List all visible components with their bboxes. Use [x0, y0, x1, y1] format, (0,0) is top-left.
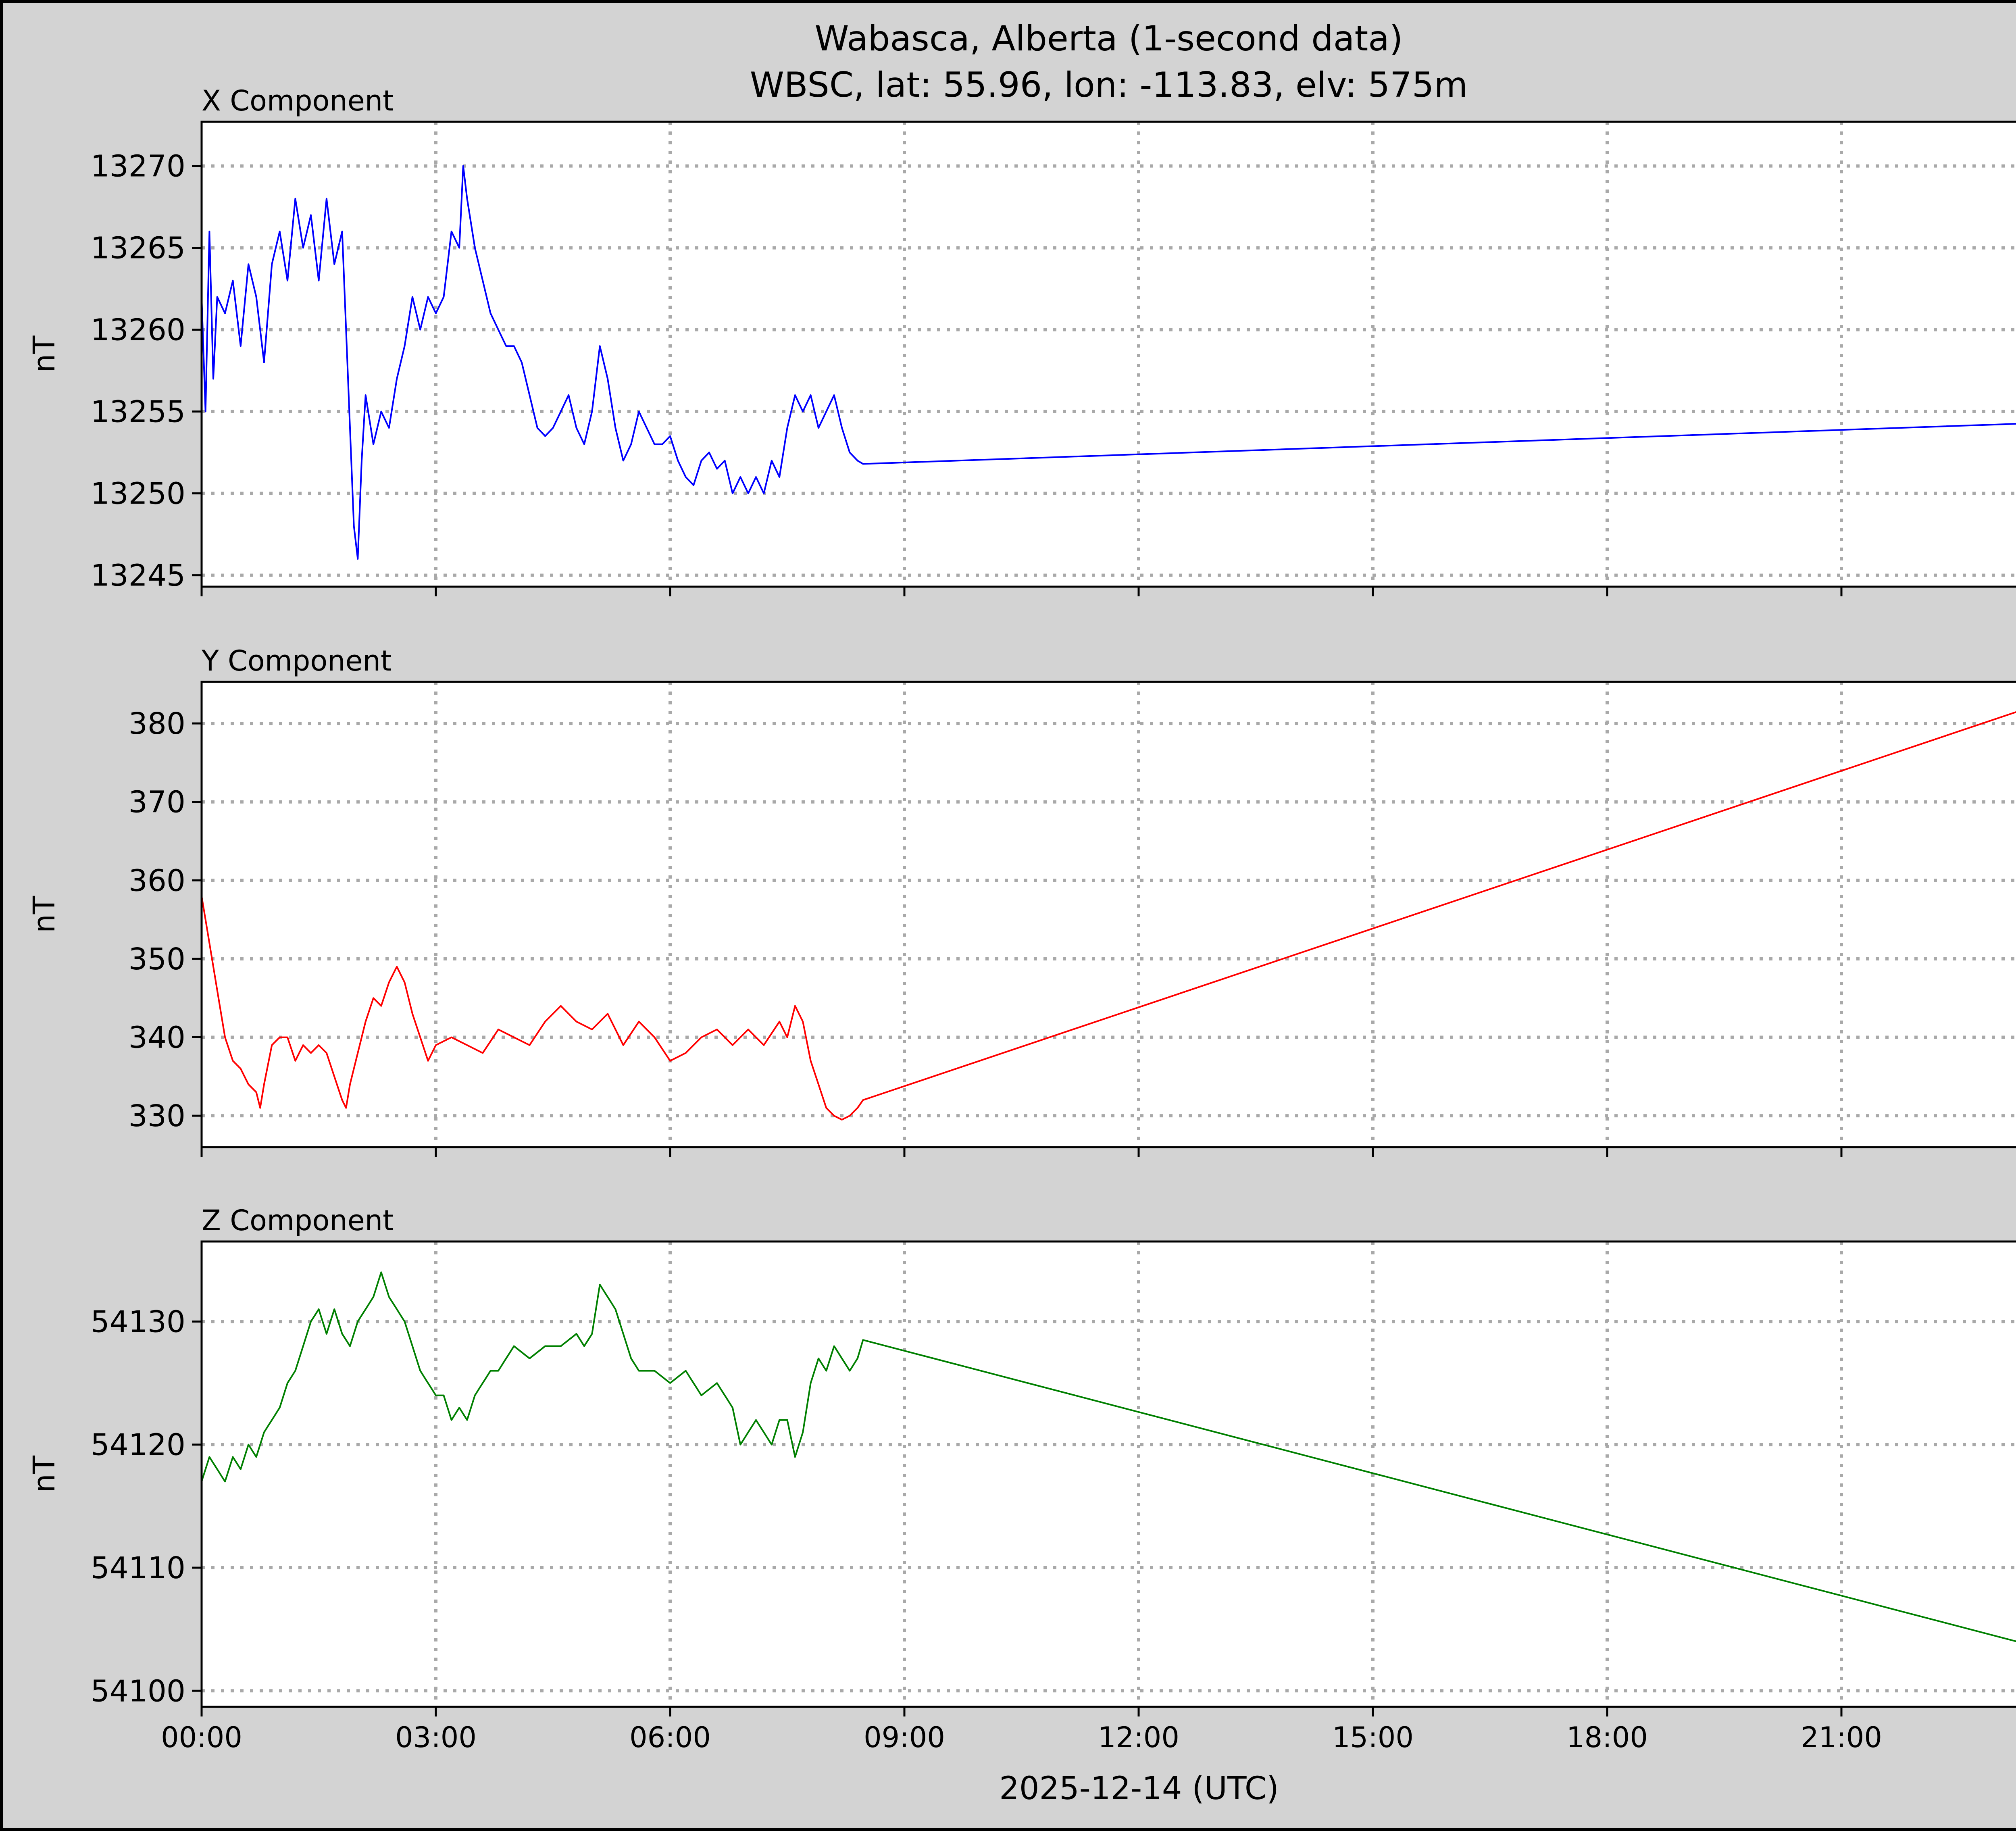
panel-2: Z Component 00:00 03:00 06:00 09:00 12:00 15:0…: [27, 1204, 2016, 1754]
y-tick-label: 13260: [91, 313, 185, 348]
x-tick-label: 09:00: [864, 1721, 945, 1754]
chart-title-line1: Wabasca, Alberta (1-second data): [815, 19, 1403, 59]
y-axis-label: nT: [27, 896, 62, 933]
y-tick-label: 370: [129, 785, 185, 820]
y-tick-label: 380: [129, 706, 185, 741]
plot-area: [202, 122, 2016, 587]
series-line: [201, 711, 2016, 1121]
series-line: [201, 1271, 2016, 1642]
panel-1: Y Component 330 340 350 360 370 380 nT: [27, 644, 2016, 1157]
y-tick-label: 13270: [91, 149, 185, 184]
y-tick-label: 13250: [91, 477, 185, 511]
x-tick-label: 12:00: [1098, 1721, 1179, 1754]
x-tick-label: 18:00: [1566, 1721, 1648, 1754]
plot-area: [202, 1241, 2016, 1707]
y-tick-label: 54130: [91, 1304, 185, 1339]
y-tick-label: 340: [129, 1021, 185, 1055]
plot-border: [200, 1240, 2016, 1708]
y-tick-label: 54110: [91, 1551, 185, 1585]
y-tick-label: 360: [129, 863, 185, 898]
panel-title: Y Component: [201, 644, 392, 677]
x-tick-label: 03:00: [395, 1721, 477, 1754]
y-axis-label: nT: [27, 335, 62, 373]
x-tick-label: 15:00: [1332, 1721, 1414, 1754]
plot-border: [200, 121, 2016, 588]
plot-area: [202, 682, 2016, 1147]
y-tick-label: 350: [129, 942, 185, 977]
x-tick-label: 06:00: [629, 1721, 711, 1754]
series-line: [201, 165, 2016, 560]
panel-title: X Component: [202, 84, 394, 117]
panel-title: Z Component: [202, 1204, 394, 1237]
y-tick-label: 13245: [91, 558, 185, 593]
y-axis-label: nT: [27, 1455, 62, 1493]
panel-0: X Component 13245 13250 13255 13260 13265 1327…: [27, 84, 2016, 596]
y-tick-label: 54100: [91, 1674, 185, 1708]
y-tick-label: 330: [129, 1099, 185, 1133]
chart-title-line2: WBSC, lat: 55.96, lon: -113.83, elv: 575…: [750, 65, 1468, 105]
x-axis-label: 2025-12-14 (UTC): [999, 1771, 1279, 1807]
x-tick-label: 00:00: [161, 1721, 242, 1754]
y-tick-label: 54120: [91, 1428, 185, 1462]
panels-layer: X Component 13245 13250 13255 13260 13265 1327…: [27, 84, 2016, 1754]
plot-border: [200, 681, 2016, 1148]
y-tick-label: 13265: [91, 231, 185, 266]
y-tick-label: 13255: [91, 395, 185, 429]
x-tick-label: 21:00: [1801, 1721, 1882, 1754]
